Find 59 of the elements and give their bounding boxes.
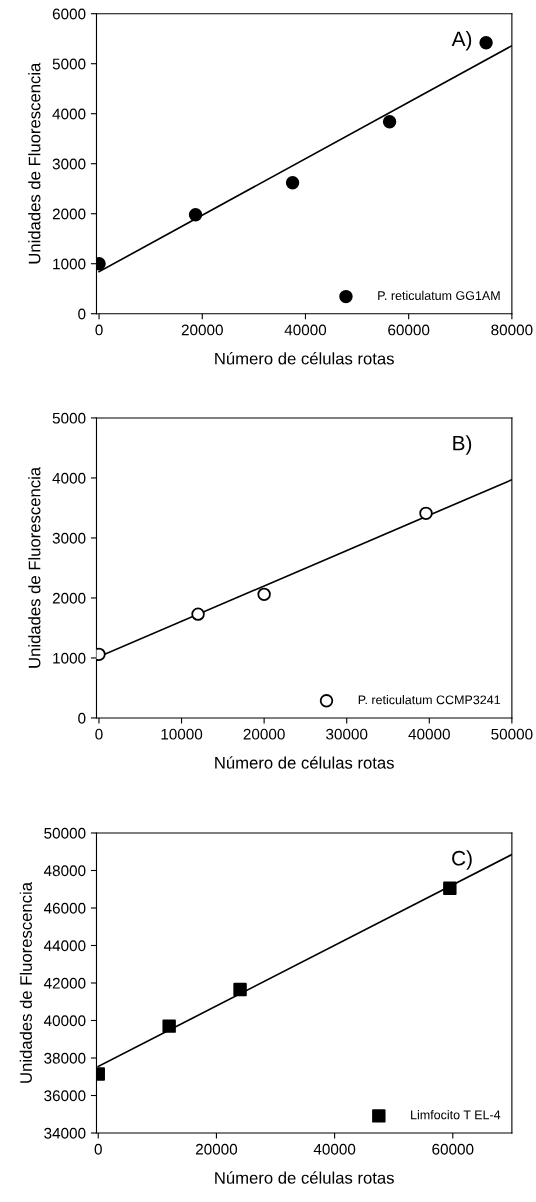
y-tick-label: 3000 — [52, 158, 86, 170]
y-axis-title: Unidades de Fluorescencia — [28, 62, 41, 264]
legend-label: Limfocito T EL-4 — [411, 1110, 501, 1120]
y-tick-label: 40000 — [43, 1015, 86, 1027]
legend-label: P. reticulatum CCMP3241 — [358, 695, 501, 705]
point — [479, 35, 493, 50]
y-tick-label: 50000 — [44, 827, 86, 839]
x-tick-label: 20000 — [243, 728, 285, 740]
point — [419, 506, 433, 521]
annotation: B) — [453, 435, 472, 455]
y-tick-label: 34000 — [44, 1127, 86, 1139]
x-tick-label: 0 — [94, 1143, 102, 1155]
y-tick-label: 42000 — [43, 977, 86, 989]
y-axis-title: Unidades de Fluorescencia — [28, 466, 41, 668]
y-axis-title: Unidades de Fluorescencia — [19, 882, 32, 1083]
y-tick-label: 48000 — [43, 865, 86, 877]
x-tick-label: 40000 — [284, 324, 327, 336]
point — [188, 208, 203, 222]
point — [382, 114, 397, 129]
x-axis-title: Número de células rotas — [215, 756, 394, 769]
x-tick-label: 40000 — [408, 728, 450, 740]
x-axis-title: Número de células rotas — [215, 1171, 394, 1184]
point — [443, 881, 457, 896]
x-tick-label: 60000 — [388, 324, 430, 336]
annotation: A) — [451, 30, 472, 51]
x-tick-label: 10000 — [161, 728, 203, 740]
y-tick-label: 38000 — [44, 1052, 86, 1064]
point — [233, 982, 247, 997]
y-tick-label: 0 — [78, 308, 86, 320]
x-tick-label: 50000 — [491, 728, 533, 740]
y-tick-label: 36000 — [44, 1090, 86, 1102]
y-tick-label: 2000 — [52, 592, 86, 604]
y-tick-label: 4000 — [52, 108, 86, 120]
x-axis-title: Número de células rotas — [215, 352, 394, 365]
y-tick-label: 46000 — [43, 902, 86, 914]
y-tick-label: 2000 — [52, 208, 86, 220]
x-tick-label: 0 — [95, 728, 103, 740]
annotation: C) — [452, 850, 472, 870]
x-tick-label: 20000 — [181, 324, 223, 336]
y-tick-label: 4000 — [52, 472, 86, 484]
point — [257, 587, 271, 602]
x-tick-label: 30000 — [326, 728, 368, 740]
legend-label: P. reticulatum GG1AM — [378, 290, 500, 300]
point — [191, 607, 205, 621]
y-tick-label: 6000 — [52, 8, 86, 20]
y-tick-label: 0 — [78, 712, 86, 724]
y-tick-label: 3000 — [52, 532, 86, 544]
x-tick-label: 40000 — [313, 1143, 356, 1155]
x-tick-label: 80000 — [491, 324, 533, 336]
y-tick-label: 1000 — [53, 258, 86, 270]
point — [285, 175, 300, 190]
y-tick-label: 44000 — [43, 940, 86, 952]
x-tick-label: 0 — [95, 324, 103, 336]
y-tick-label: 5000 — [52, 412, 86, 424]
point — [162, 1019, 176, 1033]
x-tick-label: 20000 — [195, 1143, 238, 1155]
x-tick-label: 60000 — [432, 1143, 474, 1155]
y-tick-label: 1000 — [53, 652, 86, 664]
y-tick-label: 5000 — [52, 58, 86, 70]
